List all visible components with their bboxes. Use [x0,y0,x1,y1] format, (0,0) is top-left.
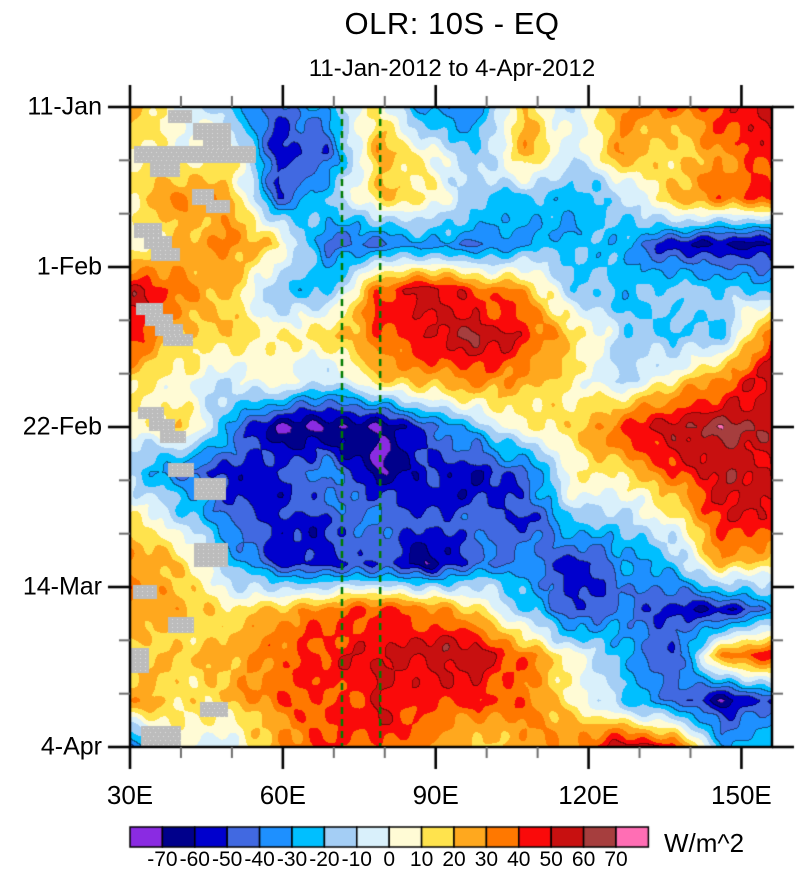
y-axis-tick-label: 1-Feb [36,252,102,281]
colorbar-tick-label: 40 [507,848,531,869]
colorbar-tick-label: -30 [276,848,308,869]
colorbar-tick-label: 20 [442,848,466,869]
colorbar-tick-label: -20 [309,848,340,869]
colorbar-tick-label: -40 [244,848,275,869]
x-axis-tick-label: 90E [412,780,459,810]
x-axis-tick-label: 150E [711,780,772,810]
colorbar-tick-label: -70 [147,848,178,869]
colorbar-tick-label: -50 [212,848,243,869]
x-axis-tick-label: 120E [558,780,619,810]
x-axis-tick-label: 30E [106,780,154,810]
y-axis-tick-label: 22-Feb [22,412,102,441]
colorbar-tick-label: -60 [179,848,210,869]
y-axis-tick-label: 4-Apr [40,732,102,761]
colorbar-tick-label: 30 [474,848,499,869]
colorbar-tick-label: 70 [604,848,628,869]
colorbar-tick-label: -10 [341,848,372,869]
colorbar-tick-label: 50 [539,848,563,869]
colorbar-unit-label: W/m^2 [664,828,745,858]
colorbar-tick-label: 60 [571,848,596,869]
colorbar-tick-label: 0 [383,848,396,869]
y-axis-tick-label: 14-Mar [22,572,102,601]
colorbar-tick-label: 10 [409,848,434,869]
x-axis-tick-label: 60E [259,780,306,810]
y-axis-tick-label: 11-Jan [27,92,102,121]
